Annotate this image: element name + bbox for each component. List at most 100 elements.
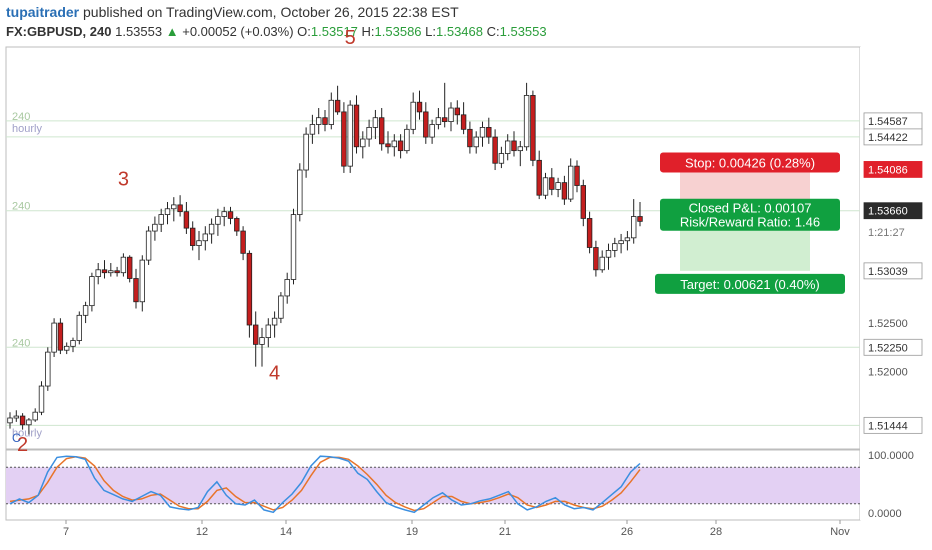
- level-label: 240: [12, 201, 30, 213]
- candle-body: [618, 240, 624, 245]
- stochastic-k-line: [9, 455, 641, 514]
- up-arrow-icon: ▲: [165, 24, 179, 39]
- candle-body: [7, 417, 13, 424]
- published-text: published on TradingView.com, October 26…: [83, 4, 459, 20]
- price-tick-label: 1.52000: [868, 367, 908, 379]
- candle-body: [315, 117, 322, 125]
- price-label: 1.54422: [868, 132, 908, 144]
- candle-body: [568, 165, 574, 200]
- time-tick-label: 14: [280, 526, 292, 538]
- candle-body: [631, 216, 637, 239]
- candle-body: [448, 107, 454, 122]
- wave-label: 3: [118, 169, 129, 191]
- candle-body: [240, 230, 246, 254]
- candle-body: [290, 214, 297, 280]
- price-label: 1.52250: [868, 342, 908, 354]
- candle-body: [196, 240, 202, 246]
- price-label-box: [863, 223, 923, 241]
- candle-body: [271, 317, 278, 326]
- publisher-name[interactable]: tupaitrader: [6, 4, 80, 20]
- candle-body: [297, 169, 303, 215]
- candle-body: [158, 214, 164, 225]
- candle-body: [259, 337, 265, 345]
- candle-body: [593, 247, 599, 271]
- candle-body: [108, 270, 114, 274]
- time-tick-label: 12: [196, 526, 208, 538]
- price-label-box: [863, 202, 923, 220]
- candle-body: [486, 127, 492, 138]
- candle-body: [164, 208, 171, 215]
- candle-body: [70, 340, 76, 347]
- candle-body: [467, 128, 473, 148]
- candle-body: [498, 153, 505, 164]
- target-box: [655, 273, 845, 294]
- price-label-box: [863, 128, 923, 146]
- candle-body: [133, 278, 139, 303]
- price-label-box: [863, 262, 923, 280]
- time-tick-label: 19: [406, 526, 418, 538]
- candle-body: [114, 270, 120, 274]
- candle-body: [637, 216, 643, 222]
- candle-body: [624, 237, 631, 242]
- candle-body: [57, 322, 64, 351]
- candle-body: [189, 227, 196, 246]
- candle-body: [599, 256, 605, 271]
- stochastic-axis-label: 100.0000: [868, 450, 914, 462]
- pnl-text: Closed P&L: 0.00107: [689, 201, 812, 216]
- close-value: 1.53553: [499, 24, 547, 39]
- candle-body: [64, 345, 70, 351]
- candle-body: [441, 117, 448, 122]
- candle-body: [549, 177, 555, 190]
- candle-body: [152, 223, 158, 232]
- candle-body: [328, 99, 334, 125]
- price-label: 1.54086: [868, 164, 908, 176]
- candle-body: [504, 140, 511, 154]
- candle-body: [404, 128, 410, 152]
- candle-body: [353, 104, 360, 148]
- price-label: 1.53660: [868, 206, 908, 218]
- candle-body: [265, 324, 271, 339]
- candle-body: [45, 351, 51, 387]
- candle-body: [460, 114, 467, 130]
- candle-body: [127, 256, 133, 279]
- candle-body: [278, 295, 284, 319]
- candle-body: [523, 95, 530, 148]
- price-label: 1.53039: [868, 266, 908, 278]
- candle-body: [76, 314, 82, 341]
- candle-body: [517, 146, 523, 152]
- time-tick-label: 28: [710, 526, 722, 538]
- candle-body: [95, 269, 101, 277]
- candle-body: [347, 104, 353, 167]
- price-tick-label: 1.52500: [868, 318, 908, 330]
- symbol-label[interactable]: FX:GBPUSD, 240: [6, 24, 112, 39]
- time-tick-label: 21: [499, 526, 511, 538]
- candle-body: [536, 159, 542, 196]
- low-value: 1.53468: [436, 24, 483, 39]
- candle-body: [89, 276, 95, 307]
- candle-body: [227, 211, 234, 219]
- candle-body: [202, 233, 208, 242]
- candle-body: [208, 223, 215, 235]
- candle-body: [586, 218, 593, 248]
- candle-body: [561, 182, 568, 200]
- stop-text: Stop: 0.00426 (0.28%): [685, 155, 815, 170]
- quote-line: FX:GBPUSD, 240 1.53553 ▲ +0.00052 (+0.03…: [6, 24, 547, 39]
- candle-body: [454, 107, 460, 116]
- candle-body: [372, 117, 379, 128]
- candle-body: [378, 117, 385, 145]
- wave-label: 2: [17, 434, 28, 456]
- rr-text: Risk/Reward Ratio: 1.46: [680, 215, 820, 230]
- candle-body: [542, 177, 549, 196]
- candle-body: [322, 117, 328, 125]
- candle-body: [429, 124, 435, 138]
- candle-body: [435, 117, 442, 125]
- wave-label: 4: [269, 362, 280, 384]
- candle-body: [252, 324, 259, 345]
- candle-body: [309, 124, 316, 135]
- time-tick-label: 7: [63, 526, 69, 538]
- candle-body: [145, 230, 152, 261]
- price-label-box: [863, 416, 923, 434]
- target-text: Target: 0.00621 (0.40%): [680, 277, 819, 292]
